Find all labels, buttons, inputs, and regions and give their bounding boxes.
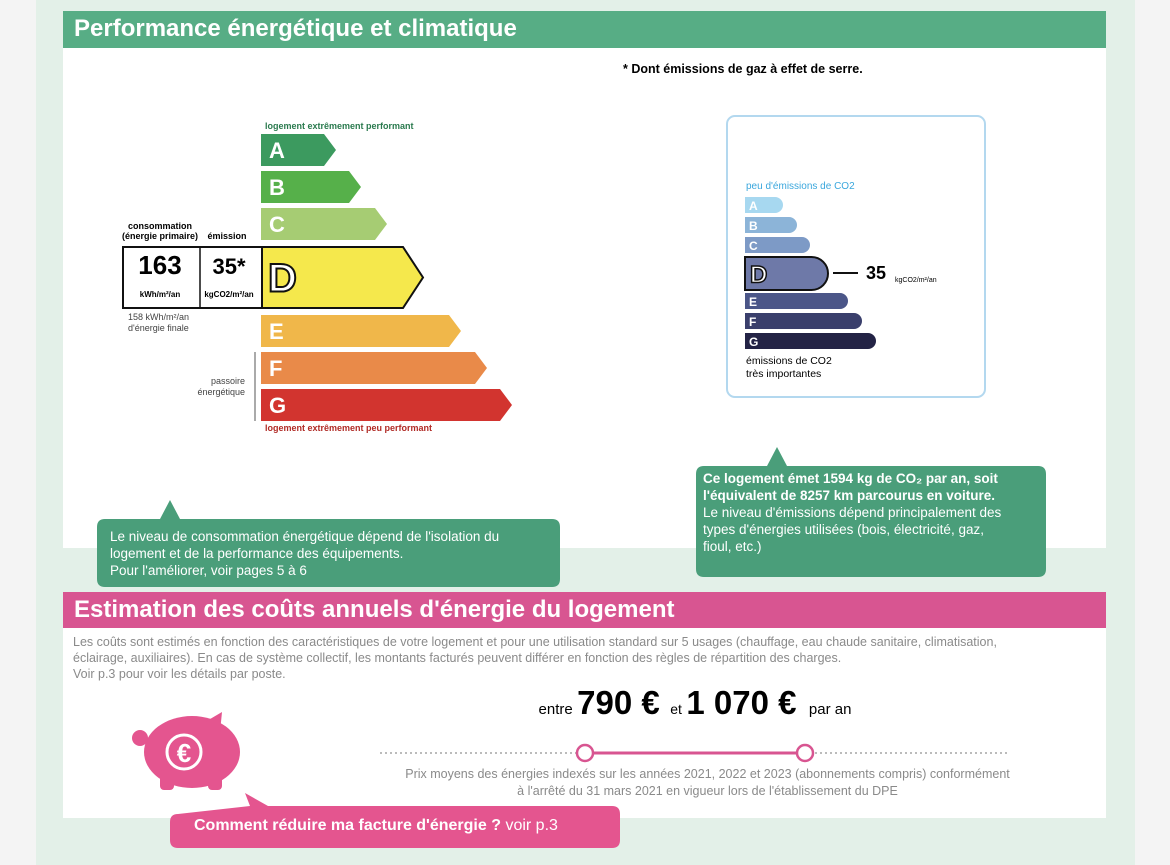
line: Le niveau d'émissions dépend principalem… <box>703 505 1002 520</box>
label: émission <box>207 231 246 241</box>
ges-value: 35 <box>866 263 886 283</box>
cost-panel <box>63 628 1106 818</box>
cost-header <box>63 592 1106 628</box>
class-letter: B <box>749 219 758 233</box>
class-letter: E <box>269 319 284 344</box>
piggy-bank <box>132 712 240 790</box>
high-cost: 1 070 € <box>686 684 797 721</box>
line: éclairage, auxiliaires). En cas de systè… <box>73 651 842 665</box>
button-bg[interactable] <box>170 793 620 848</box>
footnote: * Dont émissions de gaz à effet de serre… <box>623 62 863 76</box>
energy-class <box>261 352 487 384</box>
label: passoire <box>211 376 245 386</box>
class-letter: C <box>749 239 758 253</box>
label: 158 kWh/m²/an <box>128 312 189 322</box>
line: Le niveau de consommation énergétique dé… <box>110 529 500 544</box>
ges-class <box>744 256 829 291</box>
class-letter: B <box>269 175 285 200</box>
cost-note: Prix moyens des énergies indexés sur les… <box>360 766 1055 800</box>
line: l'équivalent de 8257 km parcourus en voi… <box>703 488 996 503</box>
line: fioul, etc.) <box>703 539 762 554</box>
class-letter: D <box>268 257 297 301</box>
section-title: Estimation des coûts annuels d'énergie d… <box>74 596 675 623</box>
label: d'énergie finale <box>128 323 189 333</box>
class-letter: A <box>269 138 285 163</box>
label: kWh/m²/an <box>140 290 181 299</box>
label: peu d'émissions de CO2 <box>746 181 855 192</box>
consumption-value: 163 <box>138 250 181 280</box>
label: logement extrêmement peu performant <box>265 423 432 433</box>
ges-class <box>745 293 848 309</box>
class-letter: F <box>269 356 282 381</box>
line: à l'arrêté du 31 mars 2021 en vigueur lo… <box>517 784 898 798</box>
label: logement extrêmement performant <box>265 121 414 131</box>
ges-class <box>745 333 876 349</box>
energy-note: Le niveau de consommation énergétique dé… <box>110 528 499 579</box>
class-letter: E <box>749 295 757 309</box>
energy-class <box>261 134 336 166</box>
energy-class <box>261 315 461 347</box>
class-letter: G <box>269 393 286 418</box>
callout <box>97 500 560 587</box>
button-text[interactable]: Comment réduire ma facture d'énergie ? <box>194 817 501 834</box>
class-letter: D <box>750 262 767 289</box>
cost-range: entre 790 € et 1 070 € par an <box>380 684 1010 722</box>
word: par an <box>808 701 852 718</box>
button-link[interactable]: voir p.3 <box>505 817 558 834</box>
label: énergétique <box>197 387 245 397</box>
line: Ce logement émet 1594 kg de CO₂ par an, … <box>703 471 998 486</box>
low-cost: 790 € <box>577 684 660 721</box>
line: types d'énergies utilisées (bois, électr… <box>703 522 984 537</box>
ges-class <box>745 197 783 213</box>
line: Voir p.3 pour voir les détails par poste… <box>73 667 286 681</box>
line: Prix moyens des énergies indexés sur les… <box>405 767 1010 781</box>
coin <box>165 733 203 771</box>
class-letter: A <box>749 199 758 213</box>
energy-class <box>261 208 387 240</box>
range-handle <box>795 743 815 763</box>
line: Pour l'améliorer, voir pages 5 à 6 <box>110 563 307 578</box>
line: logement et de la performance des équipe… <box>110 546 404 561</box>
word: et <box>670 701 682 717</box>
label: très importantes <box>746 368 821 380</box>
ges-class <box>745 217 797 233</box>
line: Les coûts sont estimés en fonction des c… <box>73 635 997 649</box>
class-letter: G <box>749 335 758 349</box>
co2-note: Ce logement émet 1594 kg de CO₂ par an, … <box>703 470 1001 555</box>
callout <box>696 447 1046 577</box>
button[interactable]: Comment réduire ma facture d'énergie ? v… <box>194 817 558 835</box>
energy-class <box>261 246 425 309</box>
class-letter: F <box>749 315 756 329</box>
label: (énergie primaire) <box>122 231 198 241</box>
label: consommation <box>128 221 192 231</box>
energy-class <box>261 389 512 421</box>
energy-class <box>261 171 361 203</box>
cost-intro: Les coûts sont estimés en fonction des c… <box>73 634 997 682</box>
label: kgCO2/m²/an <box>204 290 253 299</box>
class-letter: C <box>269 212 285 237</box>
label: kgCO2/m²/an <box>895 277 937 284</box>
range-handle <box>575 743 595 763</box>
word: entre <box>538 701 573 718</box>
ges-class <box>745 313 862 329</box>
current-box <box>122 246 263 309</box>
section-title: Performance énergétique et climatique <box>63 11 1106 48</box>
emission-value: 35* <box>212 254 245 279</box>
euro-icon: € <box>177 738 191 768</box>
label: émissions de CO2 <box>746 355 832 367</box>
ges-class <box>745 237 810 253</box>
